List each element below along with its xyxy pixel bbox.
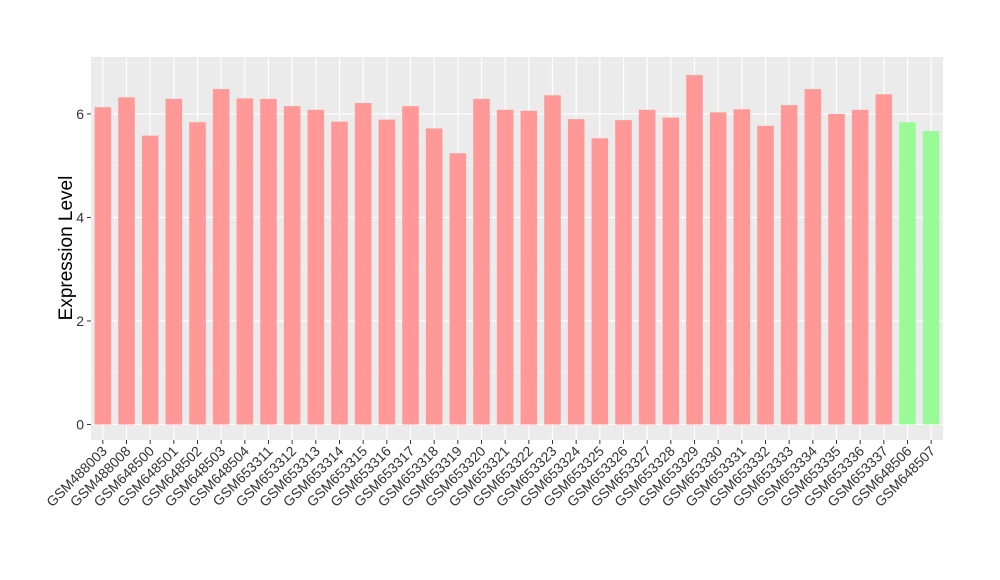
bar-GSM488008 <box>118 97 135 425</box>
bar-GSM648501 <box>165 98 183 425</box>
bar-GSM648504 <box>236 98 254 425</box>
bar-GSM653331 <box>733 109 751 425</box>
bar-GSM653330 <box>709 112 727 425</box>
y-tick-label: 4 <box>76 209 84 225</box>
bar-GSM653316 <box>378 119 396 425</box>
bar-GSM653311 <box>260 98 277 425</box>
bar-GSM653314 <box>331 121 348 425</box>
bar-GSM653337 <box>875 94 893 425</box>
bar-GSM653317 <box>402 106 419 425</box>
minor-gridlines <box>91 61 943 374</box>
x-axis: GSM488003GSM488008GSM648500GSM648501GSM6… <box>43 440 938 510</box>
y-tick-label: 0 <box>76 416 84 432</box>
y-tick-label: 2 <box>76 313 84 329</box>
bar-GSM653335 <box>828 113 845 425</box>
bar-GSM653324 <box>567 119 585 425</box>
bar-GSM653319 <box>449 153 467 425</box>
bars <box>94 75 940 425</box>
bar-GSM653329 <box>686 75 703 425</box>
plot-panel <box>91 57 943 440</box>
bar-GSM653315 <box>354 103 372 425</box>
bar-GSM653312 <box>283 106 301 425</box>
bar-GSM653332 <box>757 125 774 425</box>
bar-GSM653323 <box>544 95 561 425</box>
bar-GSM653328 <box>662 117 680 425</box>
bar-GSM648502 <box>189 122 206 425</box>
bar-GSM648503 <box>212 89 230 425</box>
bar-GSM653327 <box>638 109 656 425</box>
bar-GSM653313 <box>307 109 325 425</box>
bar-GSM648500 <box>141 135 159 425</box>
bar-GSM653326 <box>615 120 632 425</box>
bar-GSM653318 <box>425 128 443 425</box>
bar-GSM653322 <box>520 110 538 425</box>
bar-GSM653334 <box>804 89 822 425</box>
bar-GSM653333 <box>780 105 798 425</box>
bar-GSM653325 <box>591 138 609 425</box>
bar-GSM653320 <box>473 98 490 425</box>
y-tick-label: 6 <box>76 106 84 122</box>
y-axis: 0 2 4 6 <box>76 106 91 432</box>
bar-GSM648506 <box>899 122 916 425</box>
bar-GSM648507 <box>922 131 940 425</box>
y-axis-title: Expression Level <box>56 176 77 321</box>
bar-GSM488003 <box>94 107 112 425</box>
bar-GSM653321 <box>496 109 514 425</box>
bar-GSM653336 <box>851 109 869 425</box>
